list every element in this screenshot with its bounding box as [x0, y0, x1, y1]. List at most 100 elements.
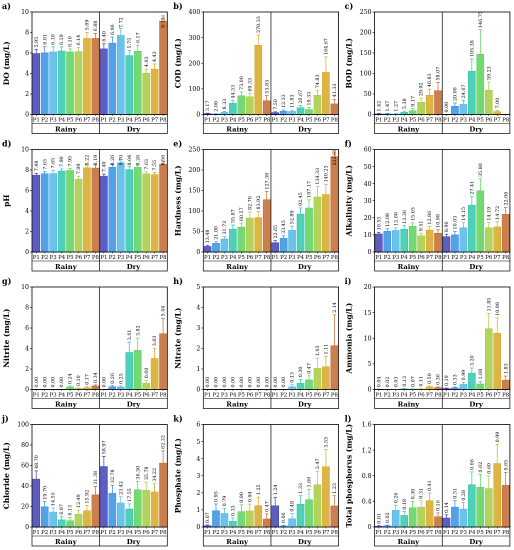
- bar: [262, 518, 271, 528]
- y-tick-label: 150: [360, 50, 372, 57]
- period-label-rainy: Rainy: [226, 538, 249, 546]
- x-tick-label: P1: [33, 393, 40, 399]
- data-label: 7.48: [34, 161, 40, 172]
- data-label: 69.33: [247, 78, 253, 92]
- bar: [425, 229, 434, 253]
- x-tick-label: P6: [314, 530, 322, 536]
- bar: [391, 510, 400, 528]
- x-tick-label: P2: [384, 393, 391, 399]
- data-label: 6.13: [68, 505, 74, 516]
- x-tick-label: P4: [58, 393, 66, 399]
- data-label: 0.00: [222, 377, 228, 388]
- x-tick-label: P4: [58, 255, 66, 261]
- period-label-rainy: Rainy: [55, 538, 78, 546]
- period-label-rainy: Rainy: [226, 401, 249, 409]
- x-tick-label: P7: [322, 255, 330, 261]
- data-label: 0.00: [264, 377, 270, 388]
- x-tick-label: P2: [212, 118, 219, 124]
- data-label: 31.73: [222, 221, 228, 235]
- data-label: 0.00: [214, 377, 220, 388]
- y-tick-label: 0: [196, 524, 200, 531]
- x-tick-label: P6: [143, 530, 151, 536]
- data-label: 7.09: [76, 164, 82, 175]
- data-label: 36.30: [135, 466, 141, 480]
- data-label: 46.83: [427, 73, 433, 87]
- x-tick-label: P5: [134, 255, 142, 261]
- x-tick-label: P3: [392, 118, 400, 124]
- bar: [83, 510, 91, 528]
- x-tick-label: P4: [297, 530, 305, 536]
- x-tick-label: P4: [401, 393, 409, 399]
- x-tick-label: P1: [443, 393, 450, 399]
- data-label: 6.01: [42, 34, 48, 45]
- data-label: 12.86: [427, 211, 433, 225]
- data-label: 44.33: [230, 85, 236, 99]
- data-label: 140.23: [324, 165, 330, 182]
- data-label: 12.08: [385, 213, 391, 227]
- data-label: 2.47: [315, 458, 321, 469]
- bar: [305, 379, 313, 390]
- x-tick-label: P3: [117, 255, 125, 261]
- data-label: 8.26: [135, 155, 141, 166]
- bar: [74, 179, 83, 253]
- data-label: 0.00: [42, 377, 48, 388]
- bar: [32, 175, 41, 253]
- bar: [442, 517, 451, 528]
- data-label: 12.60: [393, 212, 399, 226]
- bar: [313, 196, 322, 253]
- y-tick-label: 0.8: [362, 473, 372, 480]
- data-label: 59.23: [486, 66, 492, 80]
- bar: [476, 190, 485, 253]
- panel-label: c): [345, 1, 354, 11]
- x-tick-label: P6: [418, 393, 426, 399]
- y-tick-label: 80: [21, 442, 29, 449]
- data-label: 0.00: [239, 377, 245, 388]
- y-tick-label: 100: [17, 422, 29, 429]
- data-label: 0.25: [118, 373, 124, 384]
- bar: [220, 238, 229, 253]
- y-tick-label: 0: [368, 387, 372, 394]
- x-tick-label: P7: [322, 393, 330, 399]
- x-tick-label: P8: [263, 530, 271, 536]
- data-label: 5.75: [127, 38, 133, 49]
- x-tick-label: P7: [426, 393, 434, 399]
- bar: [305, 207, 313, 253]
- bar: [391, 230, 400, 253]
- y-tick-label: 0: [368, 249, 372, 256]
- x-tick-label: P7: [426, 530, 434, 536]
- data-label: 8.26: [110, 155, 116, 166]
- bar: [142, 490, 150, 528]
- period-label-rainy: Rainy: [398, 263, 421, 271]
- x-tick-label: P2: [109, 393, 116, 399]
- x-tick-label: P8: [502, 530, 510, 536]
- x-tick-label: P6: [485, 530, 493, 536]
- y-tick-label: 40: [364, 181, 372, 188]
- data-label: 9.12: [161, 17, 167, 28]
- data-label: 7.40: [101, 161, 107, 172]
- data-label: 0.28: [461, 490, 467, 501]
- bar: [484, 89, 493, 115]
- x-tick-label: P7: [255, 118, 263, 124]
- bar: [288, 386, 296, 390]
- y-tick-label: 250: [188, 147, 200, 154]
- x-tick-label: P7: [426, 255, 434, 261]
- x-tick-label: P6: [246, 255, 254, 261]
- x-tick-label: P4: [297, 255, 305, 261]
- panel-label: b): [173, 1, 183, 11]
- data-label: 4.43: [152, 51, 158, 62]
- x-tick-label: P8: [331, 255, 339, 261]
- chart-panel: j) Chloride (mg/L) 0 20 40 60 80 100 48.70 P1 19.7…: [1, 414, 168, 547]
- y-tick-label: 0: [25, 249, 29, 256]
- data-label: 14.72: [495, 206, 501, 220]
- x-tick-label: P4: [297, 393, 305, 399]
- x-tick-label: P3: [289, 118, 297, 124]
- x-tick-label: P8: [331, 118, 339, 124]
- x-tick-label: P2: [109, 118, 116, 124]
- data-label: 6.10: [68, 36, 74, 47]
- bar: [57, 519, 66, 528]
- bar: [91, 494, 100, 528]
- bar: [150, 68, 159, 115]
- chart-panel: h)Nitrate (mg/L)0123450.00P10.00P20.00P3…: [173, 276, 340, 409]
- x-tick-label: P6: [418, 255, 426, 261]
- x-tick-label: P2: [212, 530, 219, 536]
